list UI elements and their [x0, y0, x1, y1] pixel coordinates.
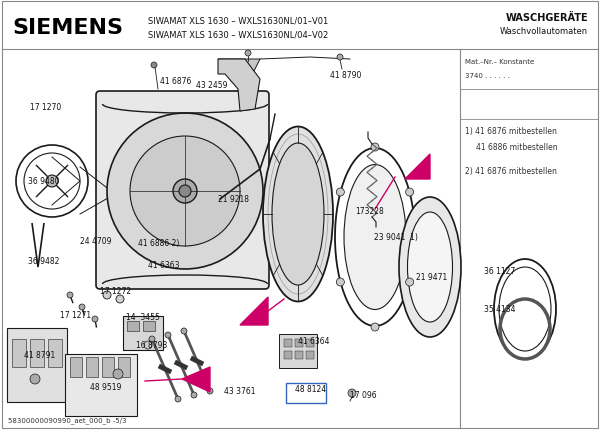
- Bar: [30, 339, 44, 367]
- Text: 48 8124: 48 8124: [295, 384, 326, 393]
- Circle shape: [348, 389, 356, 397]
- Polygon shape: [218, 60, 260, 90]
- Ellipse shape: [272, 144, 324, 286]
- Circle shape: [149, 336, 155, 342]
- Text: SIWAMAT XLS 1630 – WXLS1630NL/04–V02: SIWAMAT XLS 1630 – WXLS1630NL/04–V02: [148, 31, 328, 40]
- Text: 43 3761: 43 3761: [224, 387, 256, 396]
- Text: SIWAMAT XLS 1630 – WXLS1630NL/01–V01: SIWAMAT XLS 1630 – WXLS1630NL/01–V01: [148, 16, 328, 25]
- Bar: [306, 339, 314, 347]
- Text: 48 9519: 48 9519: [90, 383, 121, 392]
- Polygon shape: [405, 155, 430, 180]
- Text: 2) 41 6876 mitbestellen: 2) 41 6876 mitbestellen: [465, 167, 557, 176]
- Ellipse shape: [407, 212, 452, 322]
- Text: 23 9041  1): 23 9041 1): [374, 233, 418, 242]
- Circle shape: [107, 114, 263, 269]
- Circle shape: [245, 51, 251, 57]
- Circle shape: [151, 63, 157, 69]
- Circle shape: [46, 175, 58, 187]
- Circle shape: [103, 291, 111, 299]
- Text: 41 6363: 41 6363: [148, 261, 179, 270]
- Polygon shape: [218, 60, 260, 112]
- Text: 35 4134: 35 4134: [484, 305, 515, 314]
- Text: 43 2459: 43 2459: [196, 81, 227, 90]
- Circle shape: [165, 332, 171, 338]
- Circle shape: [144, 341, 152, 349]
- Text: 1) 41 6876 mitbestellen: 1) 41 6876 mitbestellen: [465, 127, 557, 136]
- Text: 41 6886 mitbestellen: 41 6886 mitbestellen: [476, 143, 557, 152]
- Text: 14  3455: 14 3455: [126, 313, 160, 322]
- Text: 58300000090990_aet_000_b -5/3: 58300000090990_aet_000_b -5/3: [8, 417, 127, 424]
- Text: 17 1271: 17 1271: [60, 311, 91, 320]
- Text: 17 096: 17 096: [350, 390, 377, 399]
- Text: 24 4709: 24 4709: [80, 237, 112, 246]
- Bar: [143, 321, 155, 331]
- Circle shape: [116, 295, 124, 303]
- Circle shape: [181, 328, 187, 334]
- Text: SIEMENS: SIEMENS: [12, 18, 123, 38]
- Circle shape: [406, 278, 413, 286]
- Text: Waschvollautomaten: Waschvollautomaten: [500, 28, 588, 37]
- FancyBboxPatch shape: [7, 328, 67, 402]
- Text: 41 8790: 41 8790: [330, 71, 361, 80]
- Bar: [127, 321, 139, 331]
- FancyBboxPatch shape: [65, 354, 137, 416]
- Text: 21 9471: 21 9471: [416, 273, 447, 282]
- Circle shape: [337, 189, 344, 197]
- FancyBboxPatch shape: [123, 316, 163, 350]
- Polygon shape: [240, 297, 268, 325]
- Circle shape: [113, 369, 123, 379]
- Text: 41 6876: 41 6876: [160, 77, 191, 86]
- Bar: [12, 339, 26, 367]
- Bar: [306, 351, 314, 359]
- Ellipse shape: [344, 165, 406, 310]
- Text: 36 1127: 36 1127: [484, 267, 515, 276]
- Text: 173228: 173228: [355, 207, 384, 216]
- Circle shape: [175, 396, 181, 402]
- Circle shape: [191, 392, 197, 398]
- Circle shape: [406, 189, 413, 197]
- Text: 21 9218: 21 9218: [218, 195, 249, 204]
- Circle shape: [207, 388, 213, 394]
- Ellipse shape: [263, 127, 333, 302]
- Text: 41 6886 2): 41 6886 2): [138, 239, 179, 248]
- Circle shape: [92, 316, 98, 322]
- Bar: [102, 357, 114, 377]
- Circle shape: [30, 374, 40, 384]
- Bar: [284, 339, 292, 347]
- Bar: [118, 357, 130, 377]
- Circle shape: [173, 180, 197, 203]
- Circle shape: [67, 292, 73, 298]
- Ellipse shape: [399, 197, 461, 337]
- Polygon shape: [182, 367, 210, 392]
- FancyBboxPatch shape: [279, 334, 317, 368]
- Bar: [286, 383, 326, 403]
- Text: 41 8791: 41 8791: [24, 351, 55, 359]
- Text: 3740 . . . . . .: 3740 . . . . . .: [465, 73, 510, 79]
- FancyBboxPatch shape: [96, 92, 269, 289]
- Bar: [48, 339, 62, 367]
- Text: 36 9482: 36 9482: [28, 257, 59, 266]
- Circle shape: [130, 137, 240, 246]
- Bar: [86, 357, 98, 377]
- Circle shape: [371, 144, 379, 152]
- Circle shape: [337, 55, 343, 61]
- Text: WASCHGERÄTE: WASCHGERÄTE: [505, 13, 588, 23]
- Text: Mat.–Nr.– Konstante: Mat.–Nr.– Konstante: [465, 59, 534, 65]
- Circle shape: [337, 278, 344, 286]
- Bar: [70, 357, 82, 377]
- Bar: [284, 351, 292, 359]
- Text: 17 1270: 17 1270: [30, 103, 61, 112]
- Circle shape: [79, 304, 85, 310]
- Circle shape: [179, 186, 191, 197]
- Circle shape: [371, 323, 379, 331]
- Bar: [295, 351, 303, 359]
- Text: 41 6364: 41 6364: [298, 337, 329, 346]
- Bar: [295, 339, 303, 347]
- Text: 17 1272: 17 1272: [100, 287, 131, 296]
- Text: 16 8798: 16 8798: [136, 341, 167, 350]
- Text: 36 9480: 36 9480: [28, 177, 59, 186]
